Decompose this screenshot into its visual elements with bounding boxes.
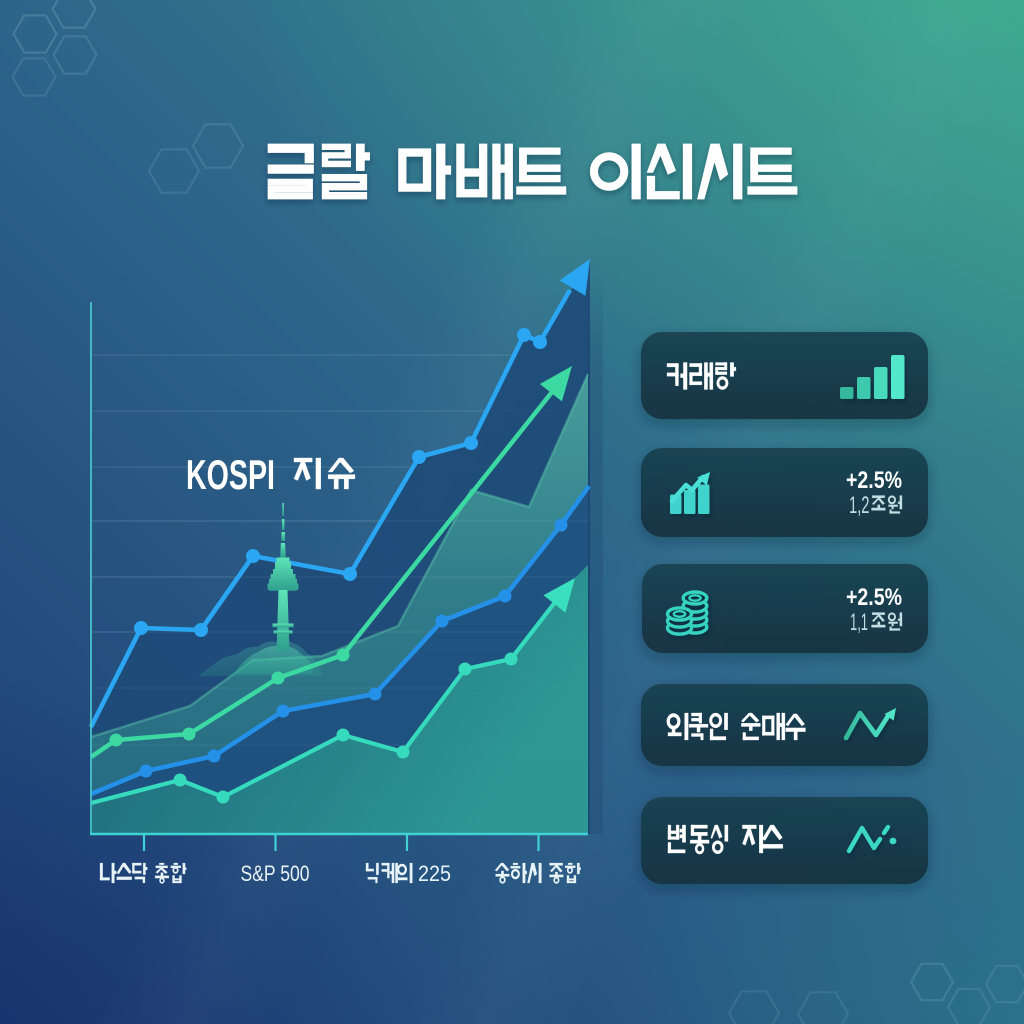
svg-text:1,1: 1,1 xyxy=(850,609,868,636)
svg-text:KOSPI: KOSPI xyxy=(186,451,275,498)
svg-text:225: 225 xyxy=(418,861,451,886)
svg-text:S&P 500: S&P 500 xyxy=(241,861,310,886)
svg-text:+2.5%: +2.5% xyxy=(846,467,902,494)
svg-text:1,2: 1,2 xyxy=(849,492,870,519)
svg-text:+2.5%: +2.5% xyxy=(846,584,902,611)
